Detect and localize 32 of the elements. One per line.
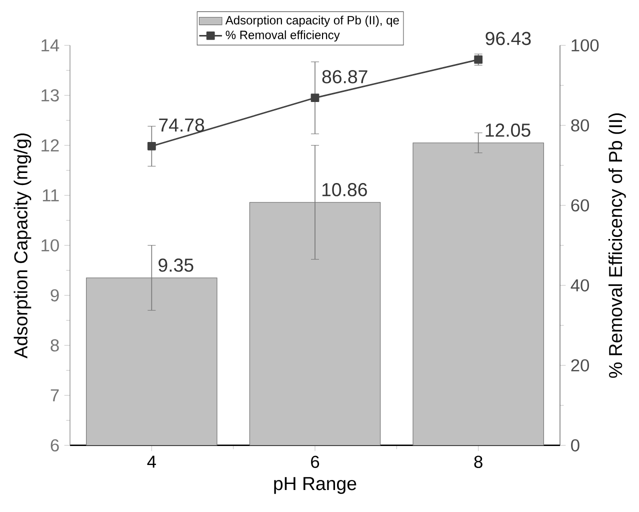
point xyxy=(310,94,320,102)
x-tick-label: 4 xyxy=(147,456,156,468)
y-tick-label: 14 xyxy=(42,39,60,52)
data-label: 9.35 xyxy=(158,258,194,272)
data-label: 74.78 xyxy=(159,118,204,132)
y-tick-label: 12 xyxy=(42,139,59,152)
x-axis-title: pH Range xyxy=(274,477,356,494)
y-tick-label: 7 xyxy=(50,389,59,402)
y2-tick-label: 80 xyxy=(571,119,590,132)
data-label: 86.87 xyxy=(322,70,368,84)
point xyxy=(147,142,156,150)
y2-tick-label: 100 xyxy=(572,39,599,52)
data-label: 10.86 xyxy=(322,183,367,196)
y-tick-label: 11 xyxy=(42,189,59,202)
y-tick-label: 8 xyxy=(50,339,59,352)
y-tick-label: 10 xyxy=(42,239,59,252)
y-tick-label: 9 xyxy=(50,289,59,302)
y2-tick-label: 0 xyxy=(571,439,580,452)
y-tick-label: 6 xyxy=(50,439,59,452)
point xyxy=(474,55,483,64)
y-axis-title: Adsorption Capacity (mg/g) xyxy=(14,133,32,358)
legend-label: Adsorption capacity of Pb (II), qe xyxy=(225,16,399,27)
legend-label: % Removal efficiency xyxy=(226,30,340,42)
y2-axis-title: % Removal Efficicency of Pb (II) xyxy=(608,113,626,378)
data-label: 96.43 xyxy=(486,32,531,46)
x-tick-label: 6 xyxy=(311,456,320,468)
y-tick-label: 13 xyxy=(42,89,59,102)
x-tick-label: 8 xyxy=(474,456,482,468)
y2-tick-label: 20 xyxy=(571,359,590,372)
y2-tick-label: 60 xyxy=(571,199,590,212)
data-label: 12.05 xyxy=(486,124,530,137)
y2-tick-label: 40 xyxy=(570,279,590,292)
